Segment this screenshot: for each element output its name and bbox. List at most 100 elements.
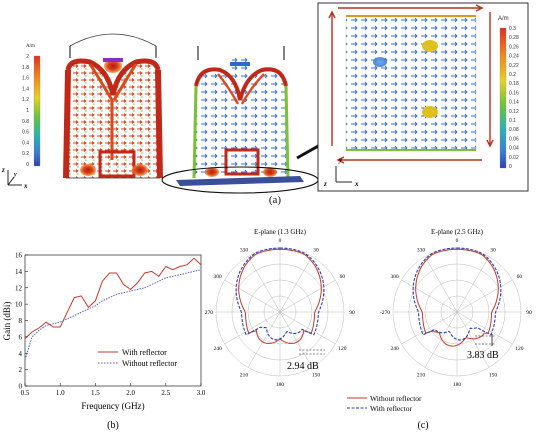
antenna-with-reflector-current bbox=[161, 46, 319, 194]
left-axis-z-label: z bbox=[1, 166, 5, 174]
polar-angle-label: -270 bbox=[380, 310, 390, 316]
inset-colorbar-tick: 0.2 bbox=[509, 72, 516, 78]
polar-grid-spoke bbox=[279, 256, 313, 313]
left-colorbar-tick: 0.8 bbox=[22, 119, 29, 125]
left-colorbar-tick: 0 bbox=[26, 162, 29, 168]
left-colorbar-tick: 1.8 bbox=[22, 65, 29, 71]
y-tick-label: 0 bbox=[19, 383, 23, 391]
polar-angle-label: 0 bbox=[456, 238, 459, 244]
polar-grid-spoke bbox=[224, 279, 281, 313]
annotation-1p3ghz: 2.94 dB bbox=[287, 349, 325, 372]
polar-plot-1p3ghz: 0 30 60 90 120 150 180 210 240 -270 300 330 bbox=[203, 238, 355, 388]
series-line-with-reflector bbox=[24, 257, 202, 339]
polar-angle-label: 30 bbox=[490, 248, 496, 254]
polar-plot-2p5ghz: 0 30 60 90 120 150 180 210 240 -270 300 330 bbox=[380, 238, 532, 388]
inset-box: y z x bbox=[317, 2, 529, 192]
panel-a: z y x bbox=[0, 0, 550, 206]
left-axis-x-label: x bbox=[23, 182, 28, 190]
polar-angle-label: 120 bbox=[338, 346, 347, 352]
polar-angle-label: 210 bbox=[240, 372, 249, 378]
left-colorbar-tick: 0.6 bbox=[22, 130, 29, 136]
x-tick-label: 2.0 bbox=[126, 389, 135, 397]
polar-angle-label: 30 bbox=[313, 248, 319, 254]
polar-angle-label: 60 bbox=[517, 274, 523, 280]
polar-angle-label: 240 bbox=[391, 346, 400, 352]
panel-c: 0 30 60 90 120 150 180 210 240 -270 300 330 0 30 60 90… bbox=[203, 222, 550, 433]
inset-colorbar-tick: 0.02 bbox=[509, 155, 519, 161]
polar-angle-label: 210 bbox=[417, 372, 426, 378]
gain-chart: 0 2 4 6 8 10 12 14 16 0.5 1.0 1.5 2.0 2.5 3.0 With ref… bbox=[2, 252, 206, 432]
polar-angle-label: -270 bbox=[205, 310, 213, 316]
left-colorbar-tick: 1 bbox=[26, 108, 29, 114]
legend-with-reflector: With reflector bbox=[122, 348, 167, 357]
x-tick-label: 1.5 bbox=[91, 389, 100, 397]
y-tick-label: 6 bbox=[19, 333, 23, 341]
gain-chart-xlabel: Frequency (GHz) bbox=[81, 401, 144, 411]
inset-colorbar-tick: 0.1 bbox=[509, 118, 516, 124]
polar-grid-spoke bbox=[224, 311, 281, 345]
polar-grid-spoke bbox=[456, 256, 490, 313]
panel-a-figure: z y x bbox=[1, 2, 529, 194]
polar-angle-label: 0 bbox=[279, 238, 282, 244]
polar-grid-spoke bbox=[424, 256, 458, 313]
inset-axis-z-label: z bbox=[323, 180, 327, 188]
inset-colorbar-tick: 0.06 bbox=[509, 136, 519, 142]
inset-colorbar-tick: 0.04 bbox=[509, 146, 519, 152]
gain-chart-legend: With reflector Without reflector bbox=[98, 348, 177, 368]
polar-grid-spoke bbox=[279, 311, 336, 345]
legend-without-reflector: Without reflector bbox=[122, 359, 177, 368]
polar-angle-label: 180 bbox=[453, 382, 462, 388]
polar-angle-label: 150 bbox=[312, 372, 321, 378]
polar-legend-with-reflector: With reflector bbox=[370, 404, 412, 413]
polar-trace-without-reflector bbox=[415, 248, 499, 347]
inset-colorbar-tick: 0 bbox=[509, 164, 512, 170]
x-tick-label: 1.0 bbox=[56, 389, 65, 397]
polar-grid-spoke bbox=[401, 311, 458, 345]
inset-colorbar-tick: 0.24 bbox=[509, 54, 519, 60]
polar-grid-spoke bbox=[279, 279, 336, 313]
polar-grid-spoke bbox=[401, 279, 458, 313]
panel-a-caption: (a) bbox=[268, 194, 282, 206]
polar-title-1p3ghz: E-plane (1.3 GHz) bbox=[254, 228, 307, 236]
polar-angle-label: 180 bbox=[276, 382, 285, 388]
y-tick-label: 14 bbox=[15, 268, 23, 276]
left-axes-triad: z y x bbox=[1, 166, 28, 190]
x-tick-label: 2.5 bbox=[161, 389, 170, 397]
panel-b-caption: (b) bbox=[107, 420, 119, 431]
inset-axis-y-label: y bbox=[338, 156, 343, 164]
inset-colorbar-tick: 0.26 bbox=[509, 44, 519, 50]
panel-b: 0 2 4 6 8 10 12 14 16 0.5 1.0 1.5 2.0 2.5 3.0 With ref… bbox=[0, 210, 206, 433]
polar-grid-spoke bbox=[279, 311, 313, 368]
y-tick-label: 4 bbox=[19, 350, 23, 358]
polar-grid-spoke bbox=[456, 311, 513, 345]
y-tick-label: 12 bbox=[15, 284, 23, 292]
inset-colorbar-tick: 0.12 bbox=[509, 109, 519, 115]
polar-angle-label: 150 bbox=[489, 372, 498, 378]
polar-angle-label: 90 bbox=[349, 310, 355, 316]
polar-legend-without-reflector: Without reflector bbox=[370, 394, 422, 403]
polar-trace-with-reflector bbox=[235, 247, 325, 341]
polar-trace-with-reflector bbox=[412, 247, 502, 341]
inset-colorbar-tick: 0.18 bbox=[509, 81, 519, 87]
left-colorbar-tick: 1.4 bbox=[22, 86, 29, 92]
polar-angle-label: 330 bbox=[240, 248, 249, 254]
polar-legend: Without reflector With reflector bbox=[347, 394, 422, 413]
y-tick-label: 16 bbox=[15, 252, 23, 260]
annotation-2p5ghz: 3.83 dB bbox=[467, 334, 499, 361]
polar-angle-label: 120 bbox=[515, 346, 524, 352]
inset-axis-x-label: x bbox=[354, 180, 359, 188]
left-colorbar-tick: 1.6 bbox=[22, 76, 29, 82]
polar-angle-label: 300 bbox=[214, 274, 223, 280]
inset-colorbar-unit: A/m bbox=[498, 16, 509, 22]
polar-angle-label: 330 bbox=[417, 248, 426, 254]
left-colorbar-ticks: 2 1.8 1.6 1.4 1.2 1 0.8 0.6 0.4 0.2 0 bbox=[22, 54, 29, 168]
polar-angle-label: 300 bbox=[391, 274, 400, 280]
inset-colorbar-tick: 0.16 bbox=[509, 90, 519, 96]
inset-colorbar-tick: 0.3 bbox=[509, 26, 516, 32]
inset-colorbar-tick: 0.14 bbox=[509, 100, 519, 106]
annotation-1p3ghz-text: 2.94 dB bbox=[287, 361, 319, 372]
left-colorbar-unit: A/m bbox=[26, 44, 35, 49]
left-colorbar-tick: 0.2 bbox=[22, 151, 29, 157]
panel-c-caption: (c) bbox=[417, 420, 428, 431]
inset-colorbar-tick: 0.08 bbox=[509, 127, 519, 133]
